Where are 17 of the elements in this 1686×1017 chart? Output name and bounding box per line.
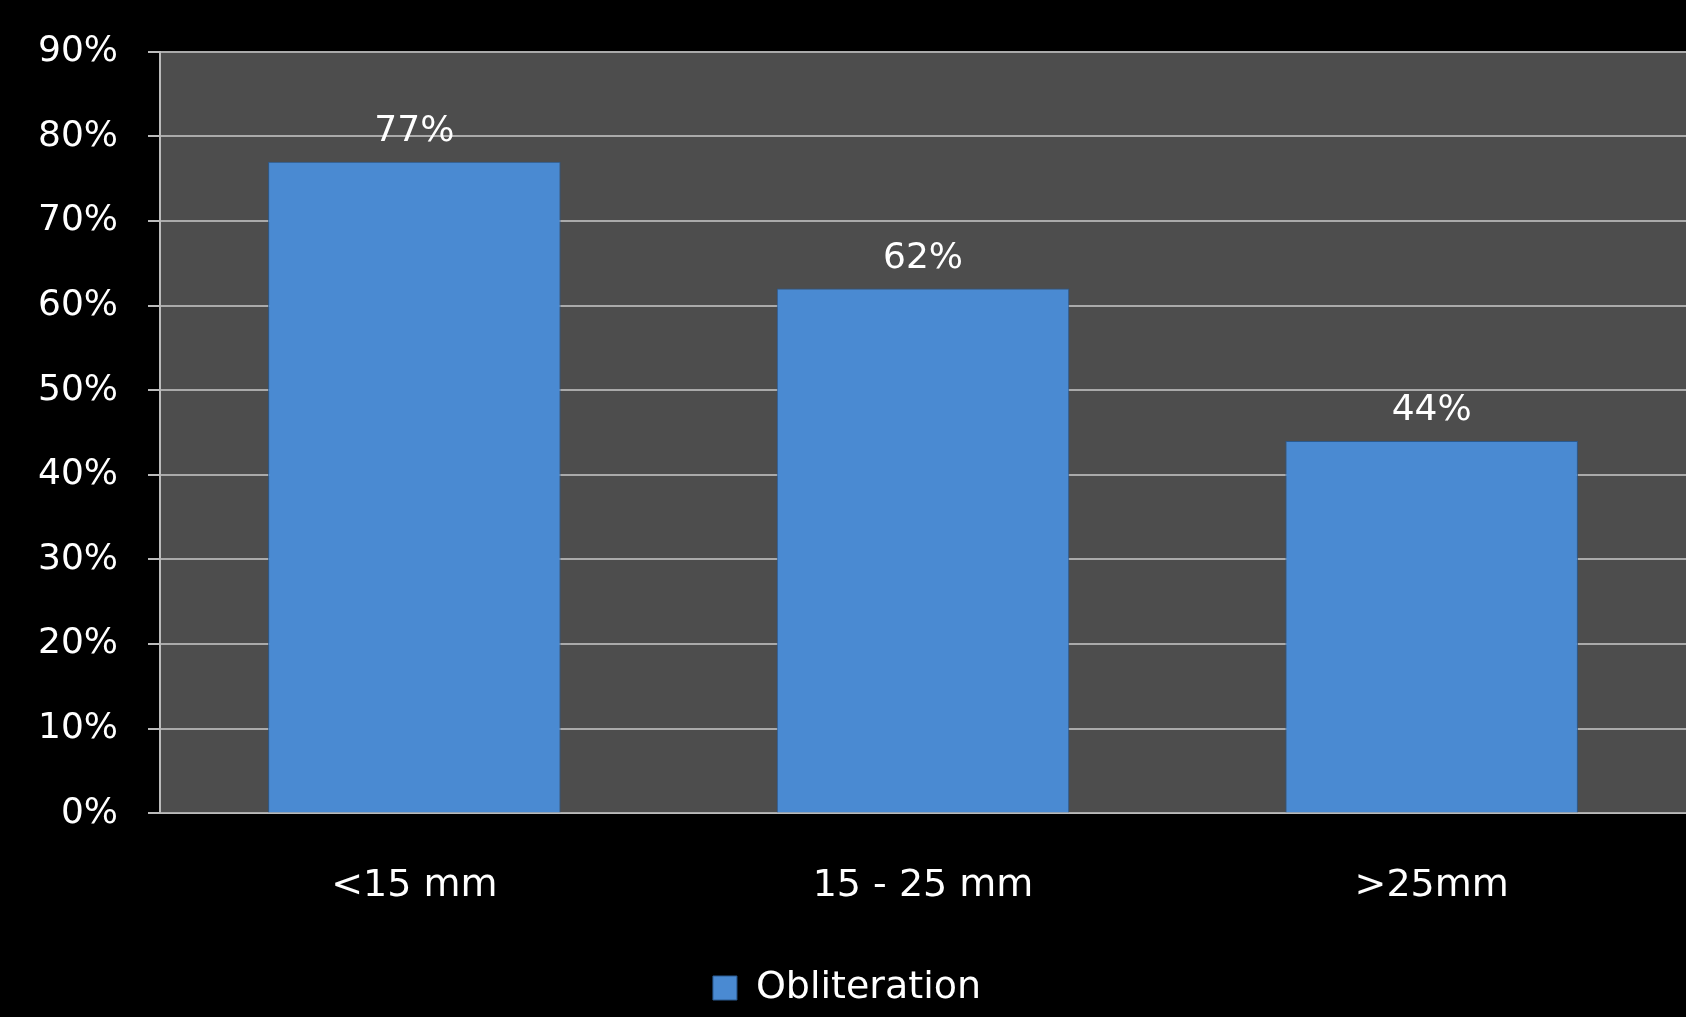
y-tick-label: 30% bbox=[38, 535, 119, 577]
y-tick-label: 80% bbox=[38, 112, 119, 154]
y-tick-label: 90% bbox=[38, 27, 119, 69]
x-tick-label: >25mm bbox=[1354, 861, 1509, 906]
y-tick-label: 20% bbox=[38, 620, 119, 662]
text: 62% bbox=[883, 234, 964, 276]
legend-label: Obliteration bbox=[755, 962, 982, 1007]
y-tick-label: 40% bbox=[38, 451, 119, 493]
x-tick-label: <15 mm bbox=[331, 861, 498, 906]
y-tick-label: 70% bbox=[38, 197, 119, 239]
y-tick-label: 10% bbox=[38, 705, 119, 747]
y-tick-label: 60% bbox=[38, 281, 119, 323]
text: 77% bbox=[374, 108, 455, 149]
y-tick-label: 50% bbox=[38, 366, 119, 408]
text: 44% bbox=[1391, 387, 1472, 429]
y-tick-label: 0% bbox=[60, 789, 119, 831]
x-tick-label: 15 - 25 mm bbox=[812, 861, 1034, 906]
